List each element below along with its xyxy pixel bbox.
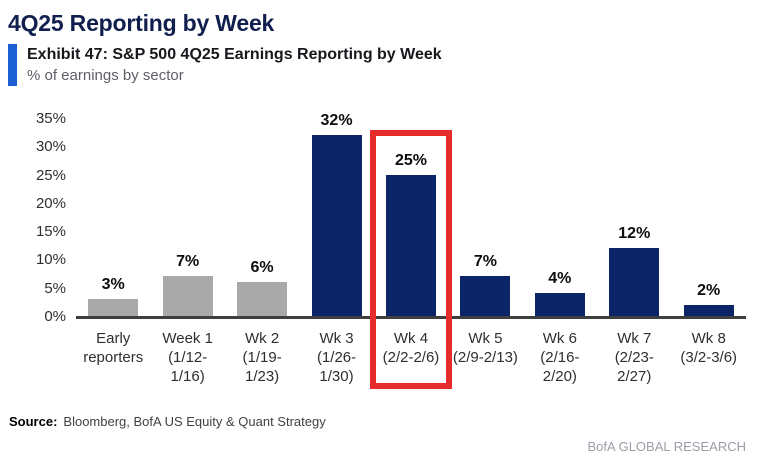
bar-value-label: 7% [176,253,200,271]
bar-value-label: 3% [101,276,125,294]
bar-slot: 6% [225,118,299,316]
x-tick-label: Wk 4 (2/2-2/6) [382,330,440,366]
bar-slot: 3% [76,118,150,316]
y-tick-label: 20% [35,194,66,212]
bar-slot: 25% [374,118,448,316]
bar-value-label: 2% [697,281,721,299]
brand-footer: BofA GLOBAL RESEARCH [587,439,746,454]
bar [609,248,660,316]
bar [311,134,362,316]
bar-value-label: 25% [394,151,427,169]
bar-slot: 12% [597,118,671,316]
bar-value-label: 4% [548,270,572,288]
bar-slot: 7% [448,118,522,316]
report-page: 4Q25 Reporting by Week Exhibit 47: S&P 5… [8,10,770,454]
y-tick-label: 10% [35,251,66,269]
x-tick-label: Week 1 (1/12- 1/16) [162,330,213,385]
bar [460,276,511,316]
bar-slot: 2% [672,118,746,316]
y-tick-label: 5% [44,279,66,297]
y-tick-label: 35% [35,110,66,127]
x-tick-label: Wk 6 (2/16- 2/20) [540,330,580,385]
x-tick-label: Wk 3 (1/26- 1/30) [316,330,357,385]
exhibit-title: Exhibit 47: S&P 500 4Q25 Earnings Report… [27,46,442,63]
exhibit-accent-bar [8,44,17,86]
bar-slot: 4% [523,118,597,316]
x-axis-labels: Early reporters Week 1 (1/12- 1/16) Wk 2 (1/19… [76,329,746,386]
y-axis: 35% 30% 25% 20% 15% 10% 5% 0% [8,110,66,325]
x-tick-label: Wk 2 (1/19- 1/23) [242,330,282,385]
page-title: 4Q25 Reporting by Week [8,10,275,36]
x-tick-label: Wk 7 (2/23- 2/27) [614,330,654,385]
y-tick-label: 25% [35,166,66,184]
y-tick-label: 15% [35,223,66,241]
chart-units-subtitle: % of earnings by sector [27,67,184,84]
bar-slot: 7% [150,118,224,316]
x-tick-label: Wk 8 (3/2-3/6) [680,330,738,366]
y-tick-label: 0% [44,308,66,325]
bar-value-label: 32% [320,111,353,129]
bar [385,174,436,316]
bar-value-label: 12% [618,225,651,243]
bar [162,276,213,316]
bar [534,293,585,316]
bar [237,282,288,316]
bar [88,299,139,316]
source-text: Bloomberg, BofA US Equity & Quant Strate… [63,414,326,429]
highlight-box [370,130,452,389]
source-line: Source: Bloomberg, BofA US Equity & Quant… [8,414,770,429]
exhibit-text: Exhibit 47: S&P 500 4Q25 Earnings Report… [17,44,442,86]
y-tick-label: 30% [35,138,66,156]
source-label: Source: [9,414,58,429]
plot-area: 3% 7% 6% 32% 25% 7% 4% 12% 2% [76,112,746,319]
exhibit-header: Exhibit 47: S&P 500 4Q25 Earnings Report… [8,44,770,86]
x-tick-label: Early reporters [83,330,144,366]
bar [683,304,734,316]
x-tick-label: Wk 5 (2/9-2/13) [452,330,518,366]
bar-slot: 32% [299,112,373,316]
bar-value-label: 6% [250,259,274,277]
bar-value-label: 7% [473,253,497,271]
bar-chart: 35% 30% 25% 20% 15% 10% 5% 0% 3% 7% 6% 32% 25% 7% 4% 1… [8,98,770,398]
